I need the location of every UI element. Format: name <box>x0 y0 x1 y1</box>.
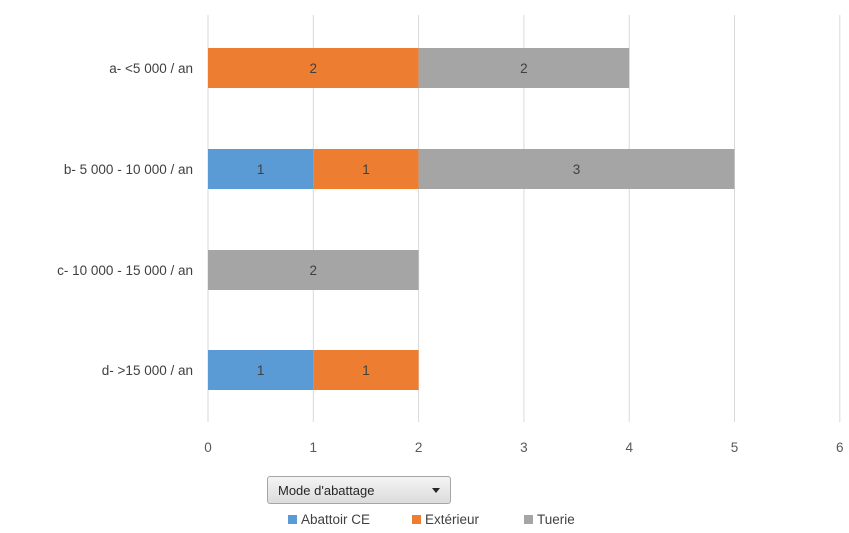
bar-segment <box>208 48 419 88</box>
mode-abattage-filter-button[interactable]: Mode d'abattage <box>267 476 451 504</box>
bar-segment <box>208 149 314 189</box>
category-labels: a- <5 000 / an b- 5 000 - 10 000 / an c- 1… <box>57 61 193 378</box>
data-label: 1 <box>257 363 265 378</box>
x-tick-label: 5 <box>731 440 739 455</box>
legend-swatch <box>524 515 533 524</box>
x-tick-label: 3 <box>520 440 528 455</box>
legend-label: Extérieur <box>425 512 480 527</box>
x-tick-label: 4 <box>625 440 633 455</box>
bars: 2 2 1 1 3 2 1 1 <box>208 48 735 390</box>
bar-segment <box>208 250 419 290</box>
filter-label: Mode d'abattage <box>278 482 375 498</box>
legend-label: Abattoir CE <box>301 512 370 527</box>
bar-segment <box>418 149 735 189</box>
category-label: c- 10 000 - 15 000 / an <box>57 263 193 278</box>
category-label: d- >15 000 / an <box>102 363 193 378</box>
data-label: 1 <box>257 162 265 177</box>
data-label: 3 <box>573 162 581 177</box>
category-label: a- <5 000 / an <box>109 61 193 76</box>
category-label: b- 5 000 - 10 000 / an <box>64 162 193 177</box>
x-tick-label: 2 <box>415 440 423 455</box>
x-axis-ticks: 0 1 2 3 4 5 6 <box>204 440 843 455</box>
dropdown-arrow-icon[interactable] <box>432 487 440 493</box>
data-label: 2 <box>520 61 528 76</box>
bar-segment <box>208 350 314 390</box>
legend-swatch <box>412 515 421 524</box>
x-tick-label: 6 <box>836 440 844 455</box>
data-label: 2 <box>310 263 318 278</box>
data-label: 2 <box>310 61 318 76</box>
data-label: 1 <box>362 363 370 378</box>
legend-swatch <box>288 515 297 524</box>
x-tick-label: 1 <box>310 440 318 455</box>
legend: Abattoir CE Extérieur Tuerie <box>288 512 575 527</box>
x-tick-label: 0 <box>204 440 212 455</box>
data-label: 1 <box>362 162 370 177</box>
bar-segment <box>418 48 630 88</box>
bar-segment <box>313 149 419 189</box>
legend-label: Tuerie <box>537 512 575 527</box>
bar-segment <box>313 350 419 390</box>
